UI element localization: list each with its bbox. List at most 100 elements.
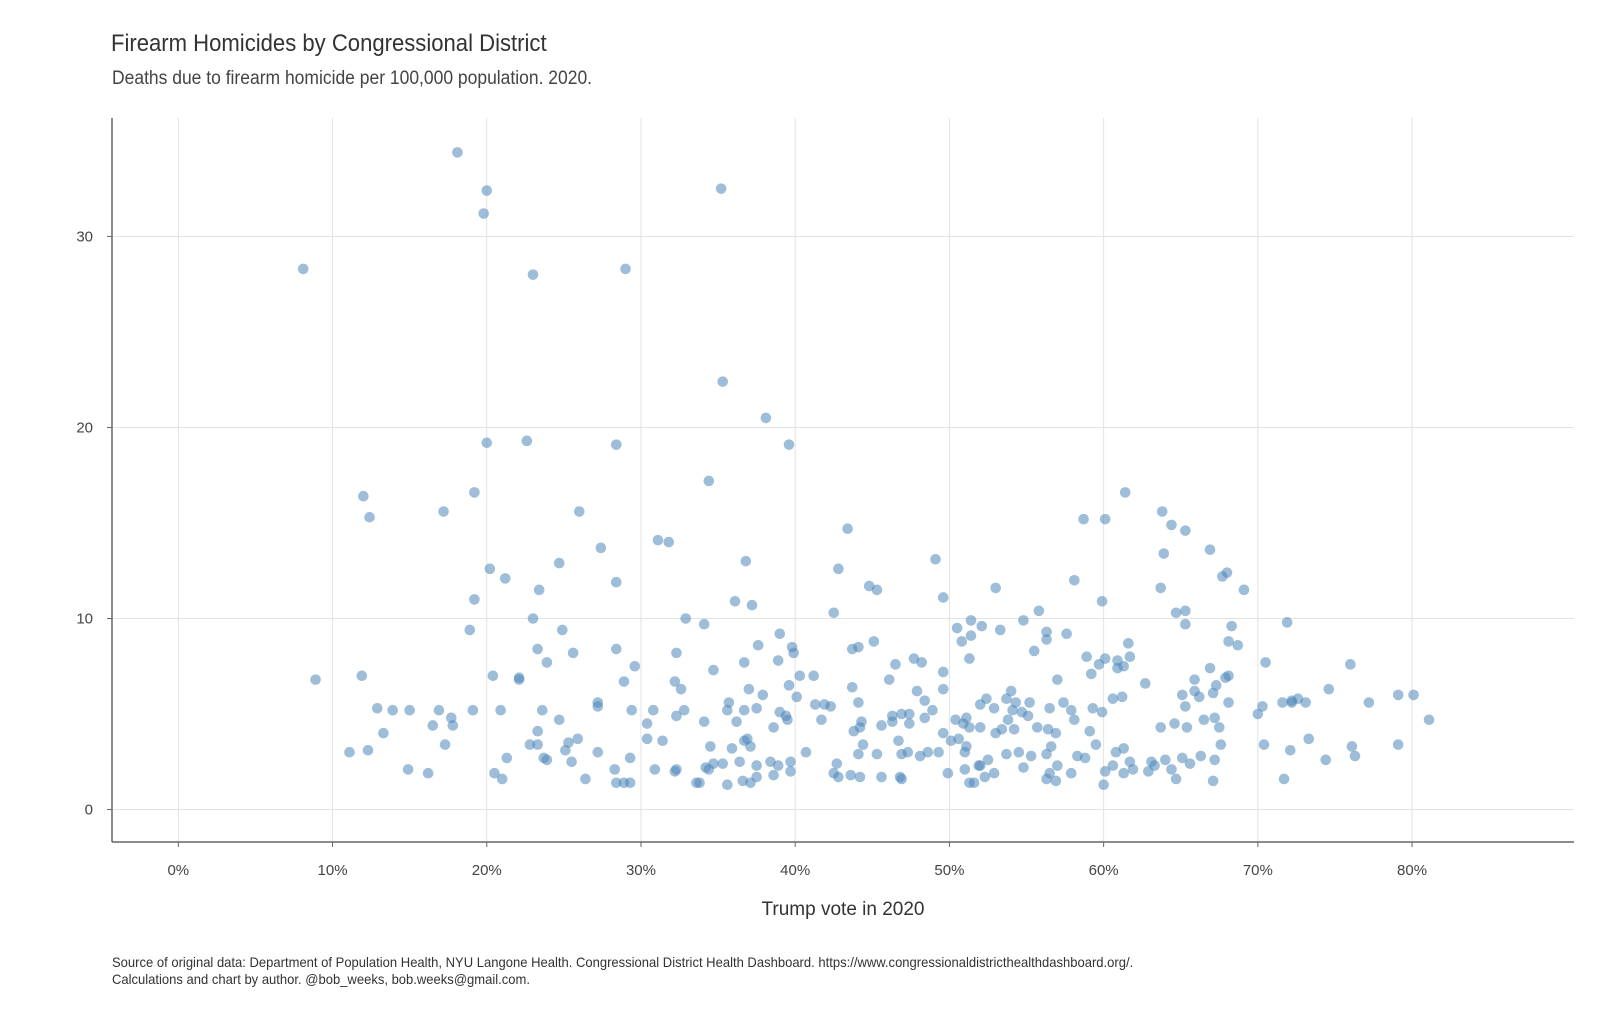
data-point xyxy=(1008,723,1020,735)
x-tick-label: 20% xyxy=(472,862,502,879)
data-point xyxy=(1044,702,1055,714)
data-point xyxy=(717,758,729,769)
y-tick-label: 20 xyxy=(76,419,93,436)
data-point xyxy=(1096,706,1108,718)
data-point xyxy=(1098,779,1109,790)
data-point xyxy=(698,618,710,630)
data-point xyxy=(996,723,1008,735)
data-point xyxy=(951,622,963,634)
data-point xyxy=(1010,697,1022,708)
data-point xyxy=(402,764,414,775)
data-point xyxy=(1156,506,1168,517)
data-point xyxy=(976,620,988,632)
data-point xyxy=(1001,693,1012,705)
data-point xyxy=(1044,767,1055,779)
data-point xyxy=(1303,733,1315,745)
data-point xyxy=(772,655,784,666)
data-point xyxy=(1107,760,1119,771)
data-point xyxy=(1085,668,1097,680)
x-tick-label: 40% xyxy=(780,862,810,879)
data-point xyxy=(833,771,844,783)
data-point xyxy=(469,487,480,498)
data-point xyxy=(890,659,901,670)
data-point xyxy=(868,636,880,647)
data-point xyxy=(1349,750,1361,762)
data-point xyxy=(988,767,1000,779)
data-point xyxy=(856,716,867,727)
x-tick-label: 0% xyxy=(167,862,189,879)
grid-lines xyxy=(112,118,1574,842)
data-point xyxy=(669,676,681,687)
data-point xyxy=(1025,750,1037,762)
data-point xyxy=(671,764,682,775)
data-point xyxy=(1052,760,1063,771)
data-point xyxy=(1032,722,1043,733)
data-point xyxy=(527,269,539,280)
data-point xyxy=(959,746,971,758)
data-point xyxy=(982,754,994,766)
data-point xyxy=(738,657,750,668)
data-point xyxy=(1220,672,1231,684)
data-point xyxy=(1123,638,1134,649)
data-point xyxy=(610,643,622,655)
data-point xyxy=(751,771,762,783)
data-point xyxy=(297,263,309,275)
data-point xyxy=(1223,697,1234,708)
data-point xyxy=(937,683,949,695)
data-point xyxy=(1278,773,1290,785)
data-point xyxy=(746,599,758,611)
data-point xyxy=(1045,741,1057,752)
data-point xyxy=(816,714,827,726)
data-point xyxy=(782,714,793,726)
data-point xyxy=(1217,571,1228,582)
data-point xyxy=(930,553,941,565)
data-point xyxy=(1232,639,1244,651)
data-point xyxy=(532,739,543,750)
data-point xyxy=(592,746,604,758)
data-point xyxy=(887,716,898,727)
data-point xyxy=(580,773,591,785)
data-point xyxy=(626,704,638,716)
data-point xyxy=(467,704,479,716)
data-point xyxy=(557,624,568,636)
x-tick-label: 30% xyxy=(626,862,656,879)
data-point xyxy=(532,725,543,737)
data-point xyxy=(1166,764,1177,775)
data-point xyxy=(1081,651,1092,663)
data-point xyxy=(968,777,980,789)
data-point xyxy=(1155,722,1166,733)
data-point xyxy=(1223,636,1234,647)
data-point xyxy=(722,779,733,790)
data-point xyxy=(876,720,887,731)
data-point xyxy=(1181,722,1193,733)
data-point xyxy=(845,769,857,781)
data-point xyxy=(974,722,986,733)
data-point xyxy=(344,746,355,758)
data-point xyxy=(1022,710,1034,722)
data-point xyxy=(974,760,986,771)
data-point xyxy=(785,766,796,777)
source-note: Source of original data: Department of P… xyxy=(112,954,1134,970)
data-point xyxy=(919,712,931,724)
data-point xyxy=(896,773,907,785)
data-point xyxy=(919,695,931,706)
data-point xyxy=(694,777,705,789)
data-point xyxy=(715,183,727,194)
data-point xyxy=(1277,697,1288,708)
data-point xyxy=(438,506,449,517)
data-point xyxy=(362,745,374,756)
data-point xyxy=(774,628,786,640)
data-point xyxy=(1408,689,1419,701)
data-point xyxy=(842,523,853,535)
data-point xyxy=(1024,697,1035,708)
data-point xyxy=(809,699,821,710)
data-point xyxy=(629,660,641,672)
data-point xyxy=(1166,519,1177,531)
data-point xyxy=(1257,701,1268,712)
data-point xyxy=(566,756,577,768)
axes xyxy=(111,118,1574,843)
data-point xyxy=(481,437,493,449)
data-point xyxy=(783,680,795,691)
data-point xyxy=(896,708,907,720)
data-point xyxy=(1084,725,1096,737)
